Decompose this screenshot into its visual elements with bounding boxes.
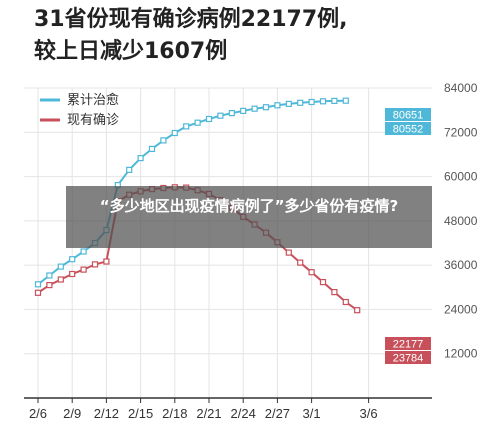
y-tick-label: 48000 <box>444 214 478 228</box>
data-point <box>331 97 338 105</box>
data-point <box>319 279 327 286</box>
data-point <box>34 281 42 288</box>
end-value-label: 80552 <box>393 124 424 136</box>
end-value-label: 22177 <box>393 339 424 351</box>
data-point <box>285 249 292 256</box>
x-tick-label: 3/1 <box>303 406 321 421</box>
data-point <box>297 99 304 106</box>
chart-title-line-2: 较上日减少1607例 <box>34 39 228 64</box>
data-point <box>217 112 224 119</box>
y-tick-label: 12000 <box>444 347 478 361</box>
end-label-box <box>385 108 431 121</box>
data-point <box>251 105 258 112</box>
legend-label-cured: 累计治愈 <box>67 93 119 108</box>
end-label-box <box>385 337 431 350</box>
data-point <box>126 166 133 173</box>
end-value-label: 80651 <box>393 110 424 122</box>
data-point <box>46 272 53 279</box>
data-point <box>80 248 87 255</box>
end-value-labels: 80651 80552 22177 23784 <box>385 108 431 365</box>
x-tick-label: 2/15 <box>128 406 153 421</box>
y-tick-label: 60000 <box>444 170 478 184</box>
data-point <box>69 256 76 263</box>
data-point <box>297 259 304 266</box>
data-point <box>57 263 64 270</box>
overlay-caption: “多少地区出现疫情病例了”多少省份有疫情? <box>66 186 432 248</box>
data-point <box>80 266 87 273</box>
y-tick-label: 84000 <box>444 81 478 95</box>
data-point <box>274 102 281 109</box>
x-tick-label: 2/12 <box>94 406 119 421</box>
data-point <box>103 258 110 265</box>
x-tick-label: 2/24 <box>231 406 256 421</box>
data-point <box>285 100 292 108</box>
end-label-box <box>385 122 431 135</box>
chart-title: 31省份现有确诊病例22177例, 较上日减少1607例 <box>34 4 348 68</box>
data-point <box>171 129 178 137</box>
data-point <box>148 145 156 152</box>
data-point <box>194 119 201 126</box>
data-point <box>262 104 270 111</box>
data-point <box>205 115 213 123</box>
chart-title-line-1: 31省份现有确诊病例22177例, <box>34 7 348 32</box>
data-point <box>308 98 315 106</box>
x-tick-label: 2/18 <box>162 406 187 421</box>
data-point <box>46 282 53 289</box>
y-axis: 84000 72000 60000 48000 36000 24000 12000 <box>444 81 478 361</box>
x-tick-label: 2/9 <box>63 406 81 421</box>
y-tick-label: 24000 <box>444 302 478 316</box>
x-tick-label: 2/21 <box>196 406 221 421</box>
x-axis: 2/6 2/9 2/12 2/15 2/18 2/21 2/24 2/27 3/1 3/6 <box>24 397 432 421</box>
data-point <box>34 289 42 296</box>
data-point <box>160 137 167 144</box>
data-point <box>240 107 247 115</box>
data-point <box>183 123 190 130</box>
x-tick-label: 3/6 <box>360 406 378 421</box>
x-tick-label: 2/6 <box>29 406 47 421</box>
data-point <box>228 109 235 117</box>
end-label-box <box>385 351 431 364</box>
x-tick-label: 2/27 <box>265 406 290 421</box>
data-point <box>331 289 338 296</box>
data-point <box>342 298 349 306</box>
chart-legend: 累计治愈 现有确诊 <box>40 93 119 128</box>
data-point <box>137 155 144 162</box>
data-point <box>342 97 349 104</box>
y-tick-label: 36000 <box>444 258 478 272</box>
y-tick-label: 72000 <box>444 125 478 139</box>
legend-label-confirmed: 现有确诊 <box>67 113 119 128</box>
data-point <box>91 261 99 268</box>
end-value-label: 23784 <box>393 353 424 365</box>
data-point <box>57 276 64 283</box>
data-point <box>308 269 315 276</box>
data-point <box>69 270 76 278</box>
data-point <box>354 307 361 314</box>
data-point <box>319 98 327 105</box>
